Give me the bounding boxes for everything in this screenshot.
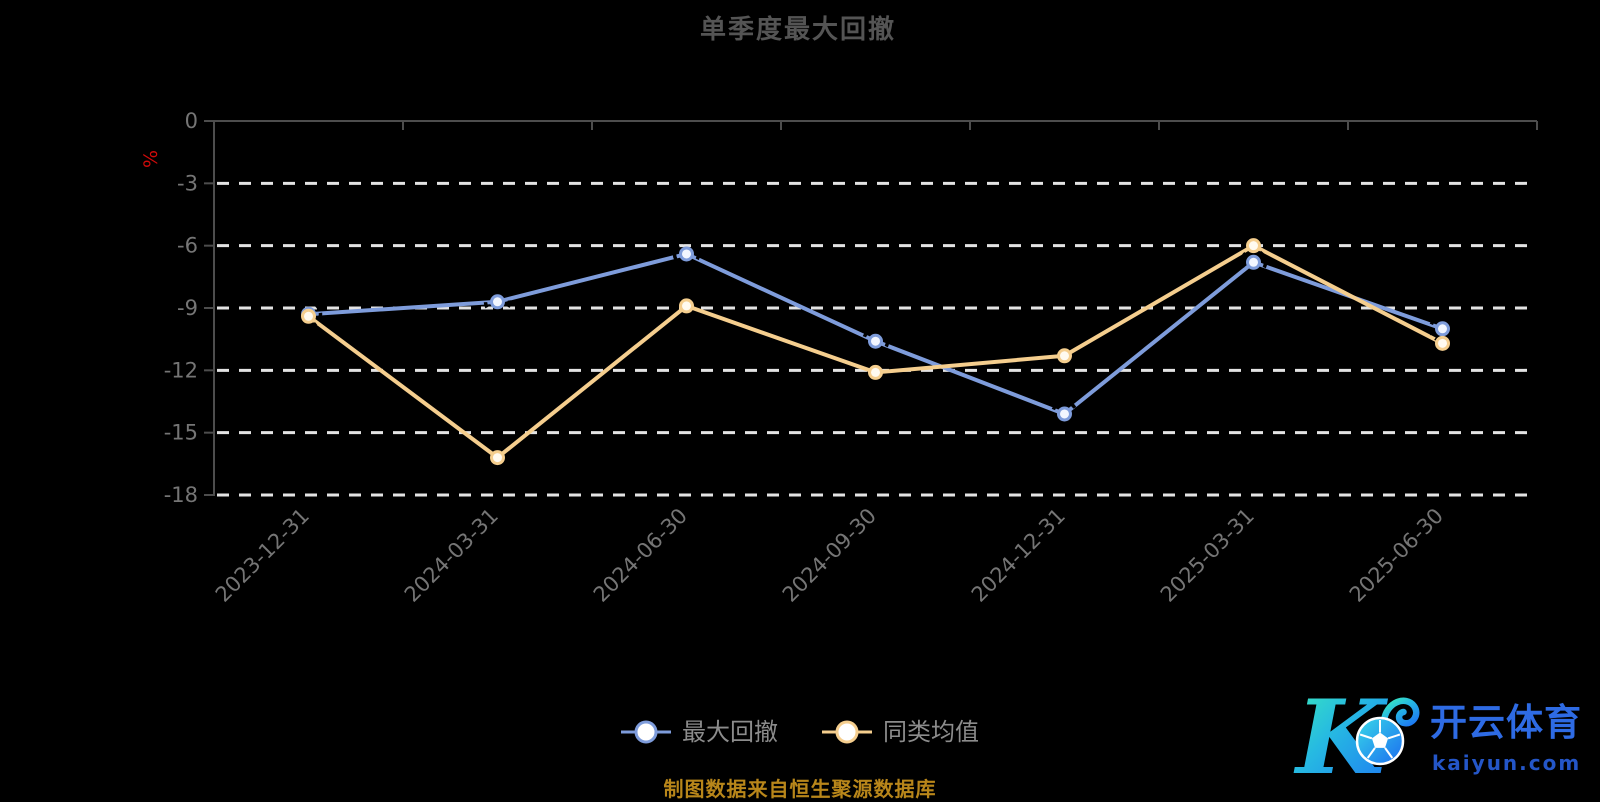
legend-label: 同类均值: [883, 718, 979, 746]
x-axis-label: 2024-12-31: [967, 504, 1070, 607]
y-axis-label: -9: [177, 296, 198, 320]
legend-label: 最大回撤: [682, 718, 778, 746]
x-axis-label: 2025-06-30: [1345, 504, 1448, 607]
data-point-marker: [1057, 406, 1072, 422]
x-axis-label: 2024-03-31: [400, 504, 503, 607]
data-point-marker: [1246, 238, 1261, 254]
x-axis-label: 2023-12-31: [211, 504, 314, 607]
y-axis-label: -18: [164, 483, 198, 507]
marker-halo: [672, 240, 701, 268]
legend-item-2[interactable]: 同类均值: [822, 719, 979, 745]
y-axis-label: -3: [177, 171, 198, 195]
y-axis-label: 0: [185, 109, 198, 133]
data-point-marker: [868, 364, 883, 380]
x-axis-label: 2024-06-30: [589, 504, 692, 607]
marker-halo: [294, 300, 323, 328]
data-point-marker: [1435, 321, 1450, 337]
data-point-marker: [679, 298, 694, 314]
y-axis-label: -6: [177, 234, 198, 258]
x-axis-label: 2024-09-30: [778, 504, 881, 607]
y-axis-label: -15: [164, 421, 198, 445]
logo-swirl-icon: [1380, 697, 1420, 727]
kaiyun-logo-mark: K: [1293, 678, 1420, 795]
marker-halo: [1050, 400, 1079, 428]
data-point-marker: [1246, 254, 1261, 270]
soccer-ball-icon: [1355, 716, 1405, 766]
legend-marker-icon: [621, 720, 671, 744]
data-point-marker: [490, 294, 505, 310]
legend: 最大回撤 同类均值: [0, 719, 1600, 745]
series-line-2: [306, 243, 1445, 460]
data-source-caption: 制图数据来自恒生聚源数据库: [663, 777, 937, 801]
logo-domain-text: kaiyun.com: [1432, 751, 1582, 775]
marker-halo: [483, 288, 512, 316]
legend-marker-icon: [822, 720, 872, 744]
marker-halo: [1428, 315, 1457, 343]
data-point-marker: [301, 308, 316, 324]
y-axis-unit-label: %: [140, 150, 162, 168]
kaiyun-logo[interactable]: K 开云体育 kaiyun.com: [1288, 660, 1600, 800]
marker-halo: [861, 327, 890, 355]
logo-brand-text: 开云体育: [1430, 701, 1582, 744]
data-point-marker: [490, 450, 505, 466]
data-point-marker: [1057, 348, 1072, 364]
x-axis-label: 2025-03-31: [1156, 504, 1259, 607]
data-point-marker: [868, 333, 883, 349]
legend-item-1[interactable]: 最大回撤: [621, 719, 778, 745]
y-axis-label: -12: [164, 358, 198, 382]
chart-title: 单季度最大回撤: [699, 15, 896, 45]
data-point-marker: [679, 246, 694, 262]
data-point-marker: [1435, 335, 1450, 351]
